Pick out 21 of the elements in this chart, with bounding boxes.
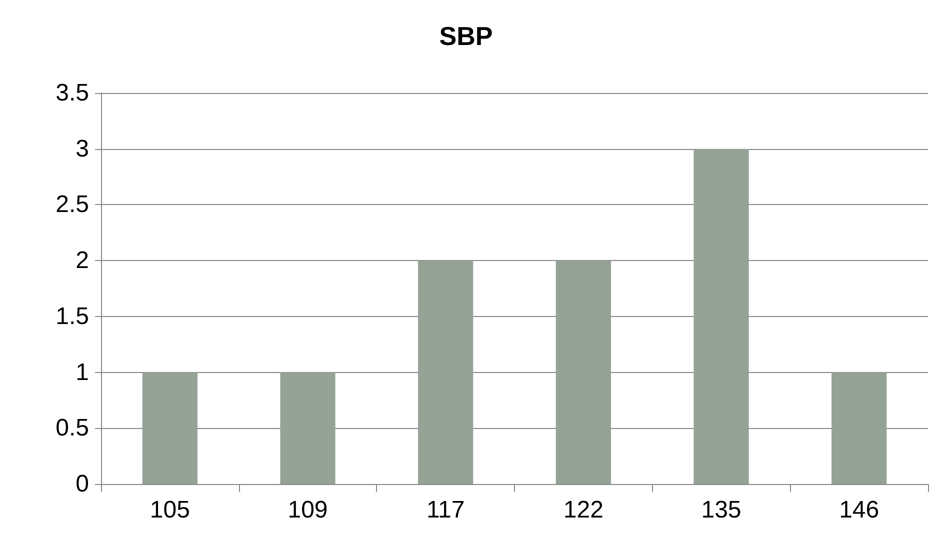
y-tick-label: 1.5 [56,302,89,330]
y-tick-label: 3 [76,135,89,162]
bar [418,260,474,484]
bar [694,148,749,484]
bar [832,372,887,484]
y-tick-label: 2 [76,247,89,274]
y-tick-label: 0.5 [56,414,89,442]
bar [280,372,336,484]
y-tick-label: 1 [76,358,89,386]
bar [556,260,611,484]
x-tick-label: 122 [563,496,604,524]
y-tick-label: 2.5 [56,191,89,218]
x-tick-label: 117 [426,496,465,524]
x-tick-label: 105 [150,496,190,524]
x-tick-label: 135 [701,496,742,524]
y-tick-label: 0 [76,470,89,498]
x-tick-label: 109 [288,496,328,524]
x-tick-label: 146 [839,496,880,524]
y-tick-label: 3.5 [56,80,89,106]
bar [142,372,198,484]
chart-title: SBP [439,21,493,51]
